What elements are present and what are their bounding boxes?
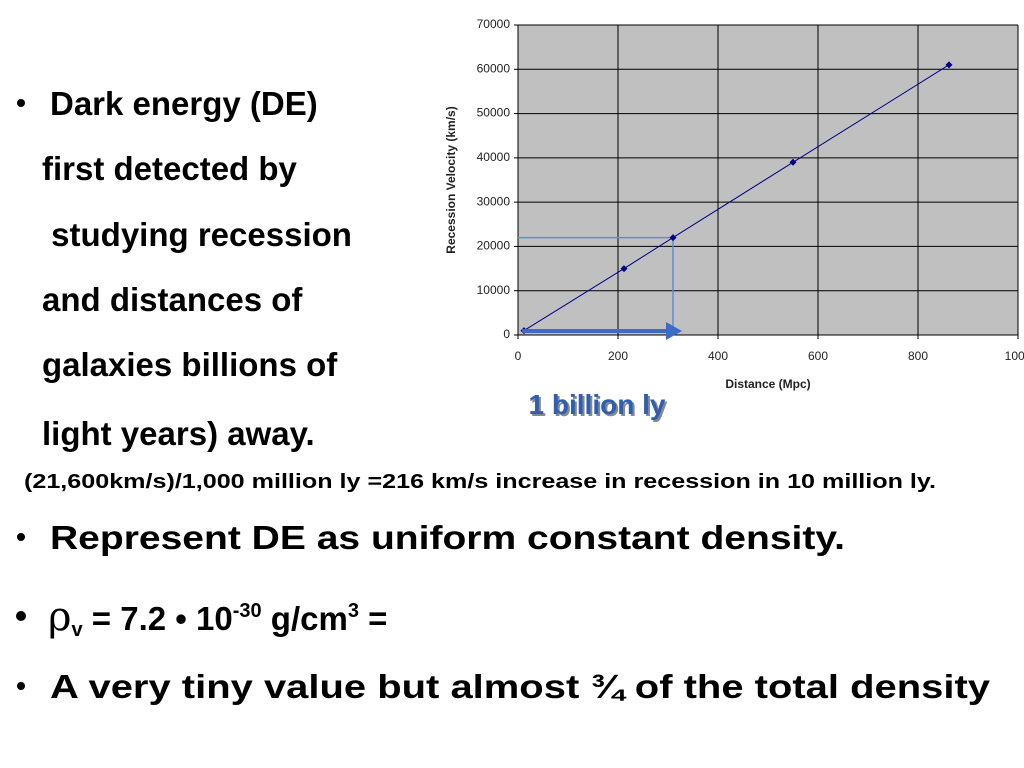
bullet	[17, 533, 25, 541]
chart: 0 10000 20000 30000 40000 50000 60000 70000 0 200…	[444, 17, 1024, 391]
y-tick-label: 0	[503, 327, 510, 341]
note: (21,600km/s)/1,000 million ly =216 km/s …	[24, 471, 936, 493]
y-axis-label: Recession Velocity (km/s)	[444, 106, 458, 253]
bullet	[17, 682, 25, 690]
bullet	[17, 99, 25, 107]
x-tick-label: 400	[708, 349, 728, 363]
plot-area	[518, 25, 1018, 335]
y-tick-label: 70000	[477, 17, 511, 31]
rho: ρ	[48, 594, 72, 640]
x-tick-label: 200	[608, 349, 628, 363]
superscript: -30	[233, 600, 262, 622]
text-line: light years) away.	[42, 415, 315, 452]
text-line: galaxies billions of	[42, 346, 338, 383]
superscript: 3	[348, 600, 359, 622]
text-line: and distances of	[42, 281, 303, 318]
annotation-shadow: 1 billion ly	[531, 391, 668, 422]
x-axis-label: Distance (Mpc)	[725, 377, 810, 391]
data-point	[945, 61, 953, 69]
formula-part: g/cm	[262, 600, 348, 637]
data-point	[669, 234, 677, 242]
y-tick-label: 50000	[477, 106, 511, 120]
data-point	[620, 265, 628, 273]
text-line: studying recession	[42, 216, 352, 253]
bullet	[16, 611, 26, 621]
text-line: A very tiny value but almost ¾ of the to…	[50, 668, 991, 705]
x-tick-label: 800	[908, 349, 928, 363]
formula-part: = 7.2 • 10	[83, 600, 233, 637]
annotation: 1 billion ly	[529, 389, 666, 420]
x-tick-label: 0	[515, 349, 522, 363]
y-tick-label: 40000	[477, 150, 511, 164]
x-tick-label: 600	[808, 349, 828, 363]
arrow-head	[666, 322, 682, 340]
formula-part: =	[359, 600, 387, 637]
text-line: Represent DE as uniform constant density…	[50, 519, 845, 556]
x-tick-label: 1000	[1005, 349, 1024, 363]
text-line: Dark energy (DE)	[50, 85, 318, 122]
formula: ρv = 7.2 • 10-30 g/cm3 =	[48, 594, 387, 641]
text-line: first detected by	[42, 150, 298, 187]
data-point	[789, 158, 797, 166]
subscript: v	[72, 619, 84, 641]
y-tick-label: 60000	[477, 61, 511, 75]
bullets	[16, 99, 26, 690]
y-tick-label: 10000	[477, 283, 511, 297]
y-tick-label: 20000	[477, 239, 511, 253]
y-tick-label: 30000	[477, 194, 511, 208]
